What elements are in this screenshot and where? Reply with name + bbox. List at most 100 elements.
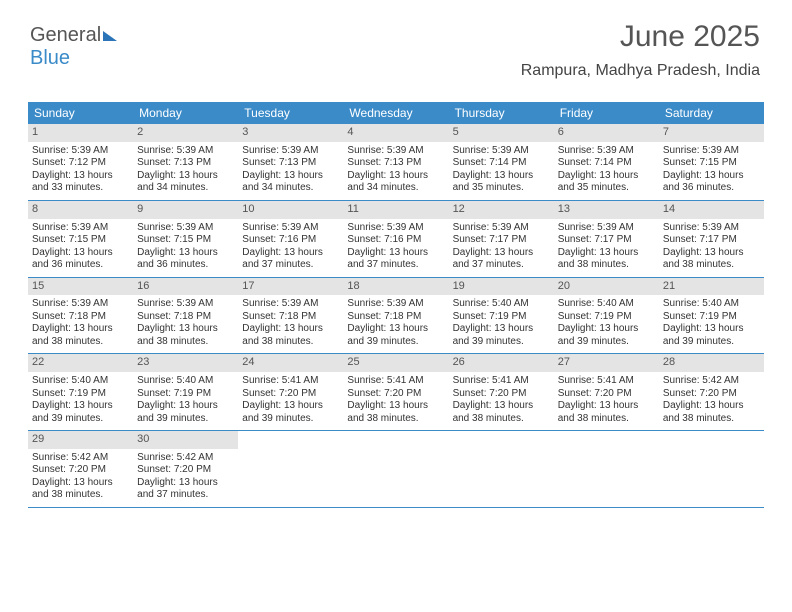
calendar: SundayMondayTuesdayWednesdayThursdayFrid… xyxy=(28,102,764,508)
day-details: Sunrise: 5:39 AMSunset: 7:13 PMDaylight:… xyxy=(347,145,444,195)
day-cell: 18 Sunrise: 5:39 AMSunset: 7:18 PMDayligh… xyxy=(343,278,448,354)
logo: General Blue xyxy=(30,24,117,70)
week-row: 8Sunrise: 5:39 AMSunset: 7:15 PMDaylight… xyxy=(28,201,764,278)
day-number: 27 xyxy=(554,354,659,372)
weekday-header: Saturday xyxy=(659,102,764,124)
empty-cell xyxy=(449,431,554,507)
day-number: 23 xyxy=(133,354,238,372)
day-cell: 24Sunrise: 5:41 AMSunset: 7:20 PMDayligh… xyxy=(238,354,343,430)
week-row: 29Sunrise: 5:42 AMSunset: 7:20 PMDayligh… xyxy=(28,431,764,508)
day-number: 1 xyxy=(28,124,133,142)
day-details: Sunrise: 5:41 AMSunset: 7:20 PMDaylight:… xyxy=(453,375,550,425)
day-details: Sunrise: 5:42 AMSunset: 7:20 PMDaylight:… xyxy=(32,452,129,502)
day-details: Sunrise: 5:39 AMSunset: 7:14 PMDaylight:… xyxy=(558,145,655,195)
empty-cell xyxy=(659,431,764,507)
day-number: 30 xyxy=(133,431,238,449)
day-cell: 27 Sunrise: 5:41 AMSunset: 7:20 PMDayligh… xyxy=(554,354,659,430)
day-number: 6 xyxy=(554,124,659,142)
empty-cell xyxy=(238,431,343,507)
day-number: 8 xyxy=(28,201,133,219)
day-number: 21 xyxy=(659,278,764,296)
day-number: 19 xyxy=(449,278,554,296)
day-details: Sunrise: 5:42 AMSunset: 7:20 PMDaylight:… xyxy=(137,452,234,502)
day-cell: 8 Sunrise: 5:39 AMSunset: 7:15 PMDaylight… xyxy=(28,201,133,277)
day-details: Sunrise: 5:39 AMSunset: 7:13 PMDaylight:… xyxy=(242,145,339,195)
day-cell: 25Sunrise: 5:41 AMSunset: 7:20 PMDayligh… xyxy=(343,354,448,430)
day-number: 9 xyxy=(133,201,238,219)
weekday-header: Monday xyxy=(133,102,238,124)
week-row: 15Sunrise: 5:39 AMSunset: 7:18 PMDayligh… xyxy=(28,278,764,355)
day-cell: 17Sunrise: 5:39 AMSunset: 7:18 PMDayligh… xyxy=(238,278,343,354)
day-details: Sunrise: 5:39 AMSunset: 7:15 PMDaylight:… xyxy=(663,145,760,195)
week-row: 1 Sunrise: 5:39 AMSunset: 7:12 PMDaylight… xyxy=(28,124,764,201)
day-number: 2 xyxy=(133,124,238,142)
logo-line1: General xyxy=(30,24,101,46)
day-cell: 4Sunrise: 5:39 AMSunset: 7:13 PMDaylight… xyxy=(343,124,448,200)
day-cell: 2Sunrise: 5:39 AMSunset: 7:13 PMDaylight… xyxy=(133,124,238,200)
day-details: Sunrise: 5:39 AMSunset: 7:17 PMDaylight:… xyxy=(663,222,760,272)
weekday-header: Sunday xyxy=(28,102,133,124)
day-number: 10 xyxy=(238,201,343,219)
week-row: 22Sunrise: 5:40 AMSunset: 7:19 PMDayligh… xyxy=(28,354,764,431)
day-cell: 1 Sunrise: 5:39 AMSunset: 7:12 PMDaylight… xyxy=(28,124,133,200)
day-cell: 15Sunrise: 5:39 AMSunset: 7:18 PMDayligh… xyxy=(28,278,133,354)
day-number: 14 xyxy=(659,201,764,219)
day-details: Sunrise: 5:39 AMSunset: 7:18 PMDaylight:… xyxy=(137,298,234,348)
day-number: 22 xyxy=(28,354,133,372)
weekday-header: Thursday xyxy=(449,102,554,124)
day-details: Sunrise: 5:40 AMSunset: 7:19 PMDaylight:… xyxy=(32,375,129,425)
day-cell: 13 Sunrise: 5:39 AMSunset: 7:17 PMDayligh… xyxy=(554,201,659,277)
day-cell: 22 Sunrise: 5:40 AMSunset: 7:19 PMDayligh… xyxy=(28,354,133,430)
logo-triangle-icon xyxy=(103,31,117,41)
day-number: 5 xyxy=(449,124,554,142)
day-number: 13 xyxy=(554,201,659,219)
day-cell: 20 Sunrise: 5:40 AMSunset: 7:19 PMDayligh… xyxy=(554,278,659,354)
day-details: Sunrise: 5:40 AMSunset: 7:19 PMDaylight:… xyxy=(663,298,760,348)
day-number: 15 xyxy=(28,278,133,296)
day-cell: 7 Sunrise: 5:39 AMSunset: 7:15 PMDaylight… xyxy=(659,124,764,200)
day-details: Sunrise: 5:39 AMSunset: 7:15 PMDaylight:… xyxy=(32,222,129,272)
day-cell: 6 Sunrise: 5:39 AMSunset: 7:14 PMDaylight… xyxy=(554,124,659,200)
day-details: Sunrise: 5:39 AMSunset: 7:14 PMDaylight:… xyxy=(453,145,550,195)
day-cell: 30 Sunrise: 5:42 AMSunset: 7:20 PMDayligh… xyxy=(133,431,238,507)
day-details: Sunrise: 5:39 AMSunset: 7:15 PMDaylight:… xyxy=(137,222,234,272)
day-details: Sunrise: 5:39 AMSunset: 7:16 PMDaylight:… xyxy=(347,222,444,272)
day-details: Sunrise: 5:40 AMSunset: 7:19 PMDaylight:… xyxy=(558,298,655,348)
day-cell: 5 Sunrise: 5:39 AMSunset: 7:14 PMDaylight… xyxy=(449,124,554,200)
day-details: Sunrise: 5:39 AMSunset: 7:18 PMDaylight:… xyxy=(347,298,444,348)
day-details: Sunrise: 5:39 AMSunset: 7:12 PMDaylight:… xyxy=(32,145,129,195)
logo-line2: Blue xyxy=(30,47,70,69)
day-number: 11 xyxy=(343,201,448,219)
day-cell: 11 Sunrise: 5:39 AMSunset: 7:16 PMDayligh… xyxy=(343,201,448,277)
day-cell: 14 Sunrise: 5:39 AMSunset: 7:17 PMDayligh… xyxy=(659,201,764,277)
day-details: Sunrise: 5:41 AMSunset: 7:20 PMDaylight:… xyxy=(558,375,655,425)
day-number: 24 xyxy=(238,354,343,372)
day-details: Sunrise: 5:40 AMSunset: 7:19 PMDaylight:… xyxy=(453,298,550,348)
weekday-header: Friday xyxy=(554,102,659,124)
day-number: 20 xyxy=(554,278,659,296)
page-title: June 2025 xyxy=(620,20,760,54)
day-number: 25 xyxy=(343,354,448,372)
day-cell: 23 Sunrise: 5:40 AMSunset: 7:19 PMDayligh… xyxy=(133,354,238,430)
day-number: 18 xyxy=(343,278,448,296)
day-cell: 26Sunrise: 5:41 AMSunset: 7:20 PMDayligh… xyxy=(449,354,554,430)
weeks-container: 1 Sunrise: 5:39 AMSunset: 7:12 PMDaylight… xyxy=(28,124,764,508)
day-details: Sunrise: 5:40 AMSunset: 7:19 PMDaylight:… xyxy=(137,375,234,425)
empty-cell xyxy=(343,431,448,507)
day-details: Sunrise: 5:39 AMSunset: 7:17 PMDaylight:… xyxy=(453,222,550,272)
day-number: 17 xyxy=(238,278,343,296)
day-number: 16 xyxy=(133,278,238,296)
day-number: 7 xyxy=(659,124,764,142)
day-details: Sunrise: 5:39 AMSunset: 7:16 PMDaylight:… xyxy=(242,222,339,272)
day-number: 12 xyxy=(449,201,554,219)
page-subtitle: Rampura, Madhya Pradesh, India xyxy=(521,62,760,80)
day-cell: 29Sunrise: 5:42 AMSunset: 7:20 PMDayligh… xyxy=(28,431,133,507)
day-cell: 16 Sunrise: 5:39 AMSunset: 7:18 PMDayligh… xyxy=(133,278,238,354)
weekday-header-row: SundayMondayTuesdayWednesdayThursdayFrid… xyxy=(28,102,764,124)
day-details: Sunrise: 5:39 AMSunset: 7:17 PMDaylight:… xyxy=(558,222,655,272)
day-cell: 10 Sunrise: 5:39 AMSunset: 7:16 PMDayligh… xyxy=(238,201,343,277)
day-cell: 3 Sunrise: 5:39 AMSunset: 7:13 PMDaylight… xyxy=(238,124,343,200)
weekday-header: Wednesday xyxy=(343,102,448,124)
day-number: 3 xyxy=(238,124,343,142)
day-cell: 21 Sunrise: 5:40 AMSunset: 7:19 PMDayligh… xyxy=(659,278,764,354)
